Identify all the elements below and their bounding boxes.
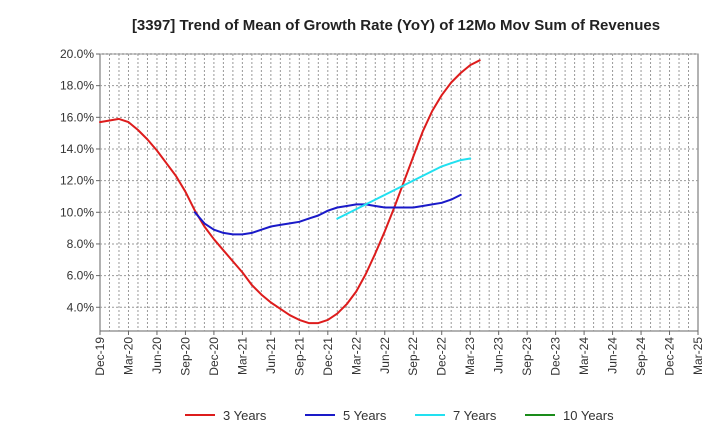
x-tick-label: Mar-25	[691, 337, 705, 375]
x-tick-label: Sep-20	[178, 337, 192, 376]
x-tick-label: Jun-21	[264, 337, 278, 374]
x-tick-label: Mar-23	[463, 337, 477, 375]
x-axis: Dec-19 Mar-20 Jun-20 Sep-20 Dec-20 Mar-21 Jun-…	[93, 331, 705, 376]
legend-label: 7 Years	[453, 408, 497, 423]
legend-label: 3 Years	[223, 408, 267, 423]
x-tick-label: Jun-24	[606, 337, 620, 374]
x-tick-label: Sep-21	[292, 337, 306, 376]
series-line-3-years	[99, 59, 481, 325]
series-line-5-years	[193, 193, 462, 236]
x-tick-label: Dec-22	[435, 337, 449, 376]
x-tick-label: Mar-24	[577, 337, 591, 375]
x-tick-label: Dec-20	[207, 337, 221, 376]
legend-label: 10 Years	[563, 408, 614, 423]
x-tick-label: Mar-21	[235, 337, 249, 375]
x-tick-label: Jun-20	[150, 337, 164, 374]
y-tick-label: 20.0%	[60, 47, 94, 61]
x-tick-label: Sep-23	[520, 337, 534, 376]
y-axis: 4.0% 6.0% 8.0% 10.0% 12.0% 14.0% 16.0% 18.0% 20.…	[60, 47, 100, 314]
series-lines	[99, 59, 481, 325]
y-tick-label: 14.0%	[60, 142, 94, 156]
x-tick-label: Sep-22	[406, 337, 420, 376]
x-tick-label: Mar-20	[121, 337, 135, 375]
x-tick-label: Sep-24	[634, 337, 648, 376]
x-tick-label: Dec-23	[549, 337, 563, 376]
y-tick-label: 12.0%	[60, 174, 94, 188]
y-tick-label: 8.0%	[67, 237, 95, 251]
x-tick-label: Dec-19	[93, 337, 107, 376]
y-tick-label: 4.0%	[67, 300, 95, 314]
legend: 3 Years 5 Years 7 Years 10 Years	[185, 408, 614, 423]
x-tick-label: Dec-21	[321, 337, 335, 376]
legend-label: 5 Years	[343, 408, 387, 423]
x-tick-label: Jun-22	[378, 337, 392, 374]
y-tick-label: 16.0%	[60, 110, 94, 124]
y-tick-label: 10.0%	[60, 205, 94, 219]
series-line-7-years	[336, 157, 472, 220]
x-tick-label: Mar-22	[349, 337, 363, 375]
y-tick-label: 6.0%	[67, 269, 95, 283]
chart-title: [3397] Trend of Mean of Growth Rate (YoY…	[132, 17, 660, 34]
x-tick-label: Dec-24	[663, 337, 677, 376]
y-tick-label: 18.0%	[60, 79, 94, 93]
x-tick-label: Jun-23	[492, 337, 506, 374]
